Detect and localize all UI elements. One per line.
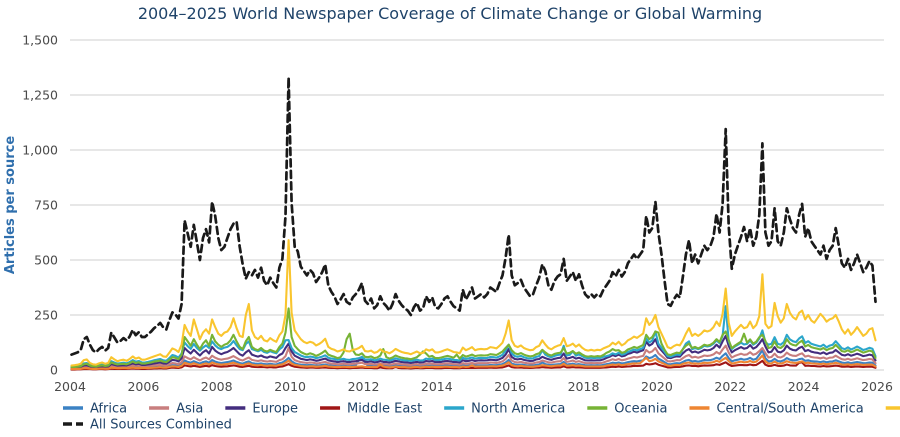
- legend: Africa Asia Europe Middle East North America…: [63, 402, 900, 433]
- legend-label: Central/South America: [716, 402, 863, 417]
- legend-label: Asia: [176, 402, 203, 417]
- x-tick-label: 2018: [568, 379, 600, 394]
- series-line-oceania: [70, 307, 877, 369]
- x-tick-label: 2026: [861, 379, 893, 394]
- y-tick-label: 500: [34, 253, 58, 268]
- series-lines: [70, 76, 877, 371]
- series-line-asia: [70, 344, 877, 370]
- y-axis-title: Articles per source: [3, 136, 18, 274]
- legend-label: Africa: [90, 402, 127, 417]
- series-line-wire-services: [70, 239, 877, 367]
- series-line-north-america: [70, 305, 877, 368]
- y-tick-label: 0: [50, 363, 58, 378]
- series-line-central-south-america: [70, 354, 877, 371]
- legend-item-all-sources-combined: All Sources Combined: [63, 418, 232, 433]
- x-tick-label: 2022: [714, 379, 746, 394]
- series-line-all-sources-combined: [70, 76, 877, 356]
- x-tick-label: 2004: [54, 379, 86, 394]
- y-tick-label: 250: [34, 308, 58, 323]
- series-line-europe: [70, 334, 877, 369]
- legend-item-middle-east: Middle East: [320, 402, 422, 417]
- y-axis-tick-labels: 1,500 1,250 1,000 750 500 250 0: [22, 33, 58, 378]
- x-tick-label: 2024: [788, 379, 820, 394]
- series-line-middle-east: [70, 359, 877, 371]
- y-tick-label: 1,000: [22, 143, 58, 158]
- x-tick-label: 2010: [274, 379, 306, 394]
- legend-item-north-america: North America: [444, 402, 565, 417]
- y-tick-label: 1,500: [22, 33, 58, 48]
- x-tick-label: 2008: [201, 379, 233, 394]
- x-tick-label: 2014: [421, 379, 453, 394]
- x-axis-tick-labels: 2004 2006 2008 2010 2012 2014 2016 2018 2020 2022…: [54, 379, 893, 394]
- legend-item-asia: Asia: [149, 402, 203, 417]
- legend-label: Oceania: [614, 402, 667, 417]
- legend-item-wire-services: Wire Services: [885, 406, 900, 410]
- x-tick-label: 2006: [127, 379, 159, 394]
- y-tick-label: 1,250: [22, 88, 58, 103]
- legend-item-central-south-america: Central/South America: [689, 402, 864, 417]
- x-tick-label: 2016: [494, 379, 526, 394]
- y-tick-label: 750: [34, 198, 58, 213]
- legend-item-oceania: Oceania: [587, 402, 667, 417]
- legend-label: North America: [471, 402, 565, 417]
- gridlines: [70, 39, 884, 371]
- legend-label: Middle East: [347, 402, 422, 417]
- x-tick-label: 2012: [348, 379, 380, 394]
- legend-item-africa: Africa: [63, 402, 127, 417]
- chart-title: 2004–2025 World Newspaper Coverage of Cl…: [138, 4, 762, 23]
- legend-item-europe: Europe: [225, 402, 298, 417]
- x-tick-label: 2020: [641, 379, 673, 394]
- legend-label: Europe: [252, 402, 298, 417]
- legend-label: All Sources Combined: [90, 418, 232, 433]
